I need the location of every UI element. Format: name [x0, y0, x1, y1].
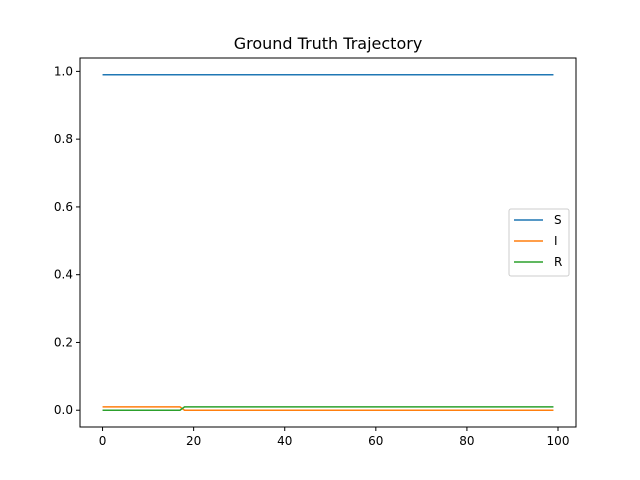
y-tick-label: 0.2 — [54, 335, 73, 349]
plot-frame — [79, 57, 577, 428]
y-tick-label: 0.0 — [54, 403, 73, 417]
x-axis: 0 20 40 60 80 100 — [99, 427, 570, 448]
x-tick-label: 60 — [368, 434, 383, 448]
y-tick-label: 0.4 — [54, 268, 73, 282]
x-tick-label: 20 — [186, 434, 201, 448]
chart-title: Ground Truth Trajectory — [234, 34, 423, 53]
y-tick-label: 1.0 — [54, 64, 73, 78]
y-axis: 0.0 0.2 0.4 0.6 0.8 1.0 — [54, 64, 80, 417]
x-tick-label: 80 — [459, 434, 474, 448]
series-line-r — [102, 406, 554, 411]
y-tick-label: 0.6 — [54, 200, 73, 214]
series-layer — [102, 74, 554, 411]
y-tick-label: 0.8 — [54, 132, 73, 146]
legend-label-r: R — [554, 255, 562, 269]
legend: SIR — [508, 208, 570, 277]
x-tick-label: 100 — [547, 434, 570, 448]
legend-label-s: S — [554, 213, 562, 227]
x-tick-label: 0 — [99, 434, 107, 448]
x-tick-label: 40 — [277, 434, 292, 448]
legend-box — [508, 208, 570, 277]
legend-label-i: I — [554, 234, 558, 248]
